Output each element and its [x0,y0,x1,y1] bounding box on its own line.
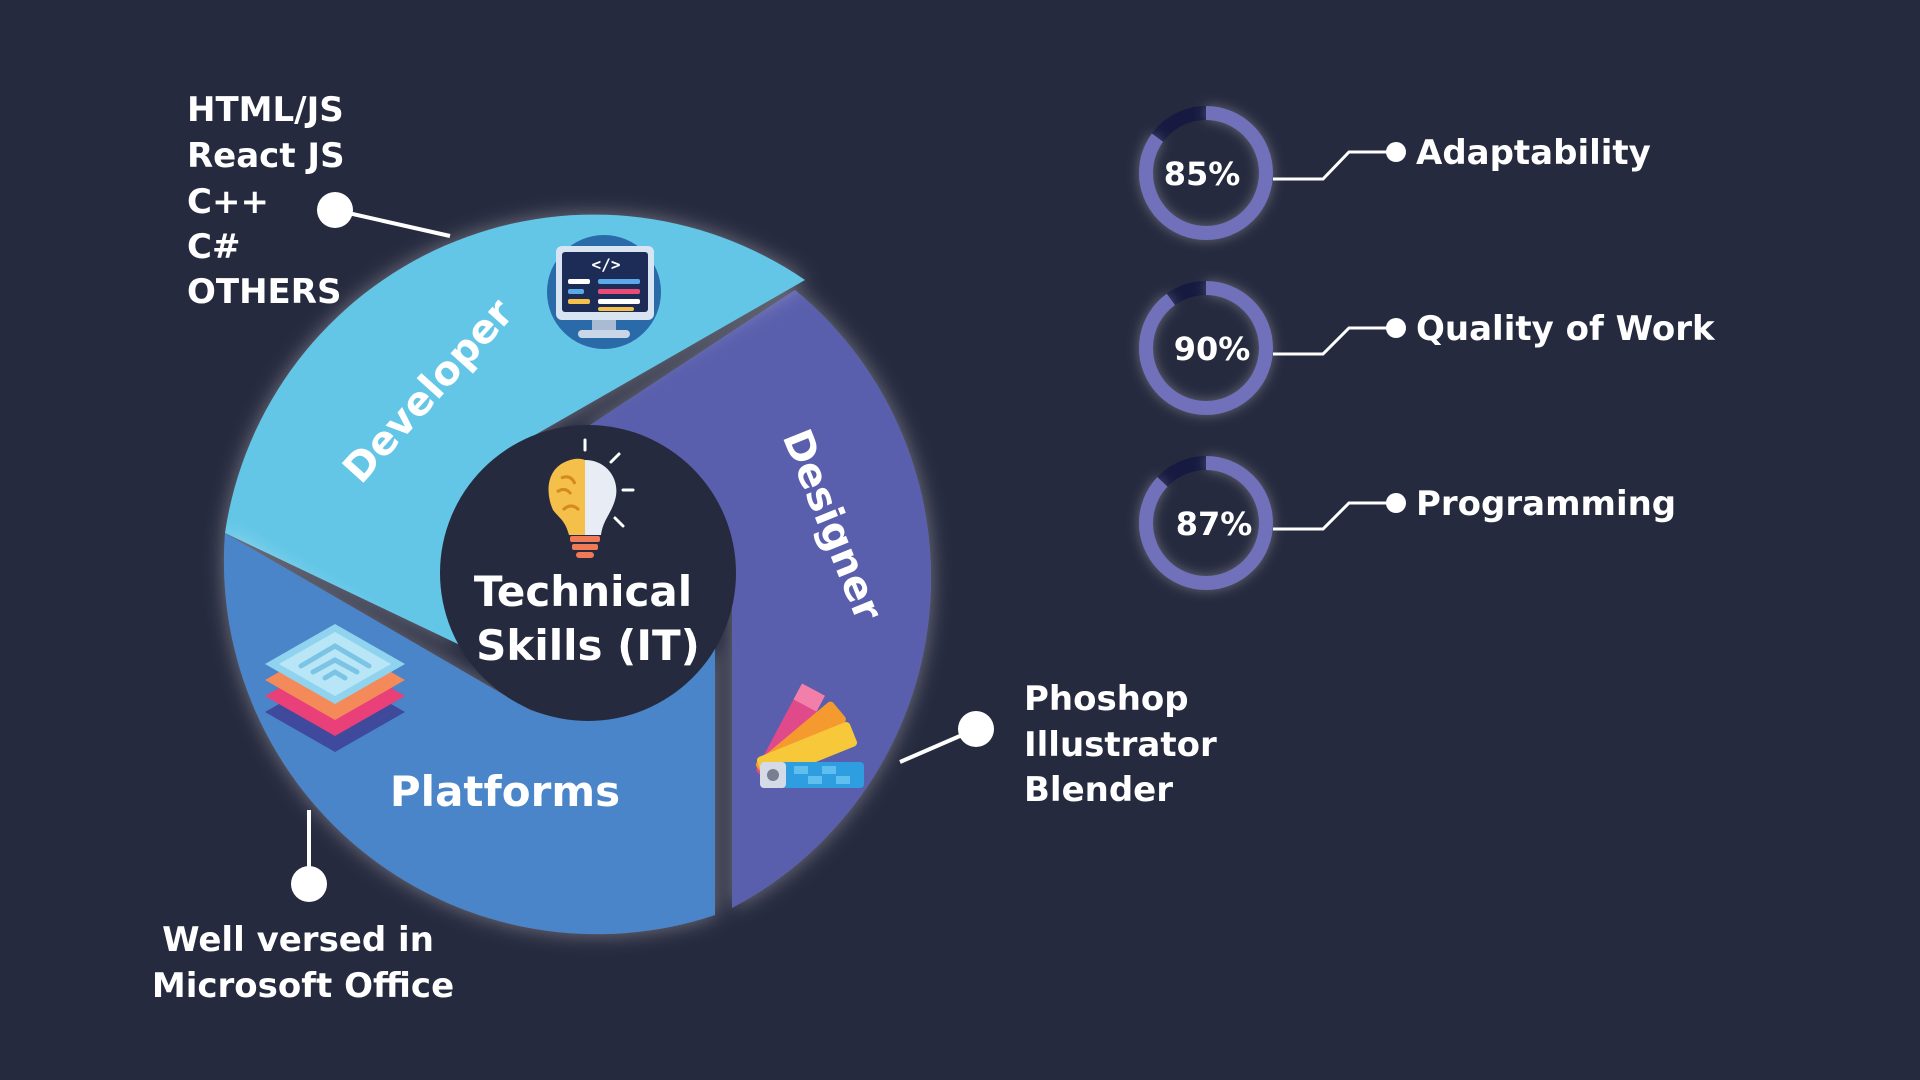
callout-dot-designer [958,711,994,747]
platforms-detail-item: Microsoft Office [152,966,454,1006]
skill-ring-progress [1139,456,1273,590]
callout-platforms [291,810,327,902]
skill-connector-dot [1386,493,1406,513]
callout-developer [317,192,451,238]
designer-details: Phoshop Illustrator Blender [1024,679,1217,810]
developer-details: HTML/JS React JS C++ C# OTHERS [187,90,345,312]
segment-label-platforms: Platforms [390,767,620,816]
designer-detail-item: Blender [1024,770,1173,810]
skill-connector-dot [1386,318,1406,338]
skill-connector [1273,326,1396,356]
skill-percent: 87% [1176,505,1253,543]
skill-connector [1273,501,1396,531]
skill-percent: 90% [1174,330,1251,368]
skill-label: Quality of Work [1416,309,1716,349]
developer-detail-item: OTHERS [187,272,341,312]
skill-percent: 85% [1164,155,1241,193]
callout-dot-developer [317,192,353,228]
center-title-line1: Technical [474,567,692,616]
lightbulb-brain-icon [548,438,635,558]
color-palette-icon [755,683,864,788]
skill-label: Adaptability [1416,133,1651,173]
platforms-detail-item: Well versed in [162,920,434,960]
center-title-line2: Skills (IT) [476,621,700,670]
skill-connector-dot [1386,142,1406,162]
designer-detail-item: Phoshop [1024,679,1189,719]
skill-item: 87% Programming [1139,456,1676,590]
svg-text:</>: </> [592,255,621,274]
center-hole [440,425,736,721]
segment-designer [578,290,932,908]
skill-ring-progress [1139,281,1273,415]
skills-panel: 85% Adaptability 90% Quality of Work 87% Prog… [1139,106,1716,590]
skill-connector [1273,150,1396,181]
skill-label: Programming [1416,484,1676,524]
designer-detail-item: Illustrator [1024,725,1217,765]
skill-ring-progress [1139,106,1273,240]
developer-detail-item: C++ [187,182,269,222]
callout-dot-platforms [291,866,327,902]
skill-item: 90% Quality of Work [1139,281,1716,415]
skill-item: 85% Adaptability [1139,106,1651,240]
code-monitor-icon: </> [547,235,661,349]
developer-detail-item: HTML/JS [187,90,344,130]
developer-detail-item: React JS [187,136,345,176]
developer-detail-item: C# [187,227,240,267]
callout-designer [899,711,994,764]
layers-icon [265,624,405,752]
segment-developer [225,214,805,646]
platforms-details: Well versed in Microsoft Office [152,920,454,1006]
